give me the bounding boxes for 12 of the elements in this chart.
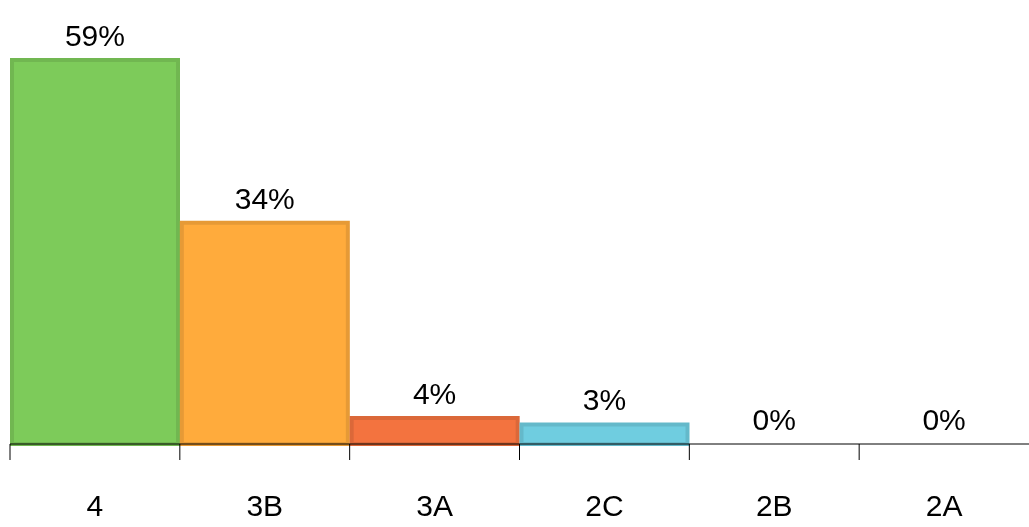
- x-tick-label: 2B: [755, 489, 793, 522]
- data-label: 4%: [412, 376, 457, 410]
- x-tick-label: 2A: [925, 489, 963, 522]
- x-tick-label: 3A: [416, 489, 453, 522]
- data-label: 0%: [752, 403, 796, 436]
- data-label: 0%: [922, 403, 966, 436]
- x-tick-label: 4: [86, 489, 104, 522]
- x-tick-label: 3B: [246, 489, 284, 522]
- data-label: 3%: [582, 383, 627, 417]
- data-label: 59%: [64, 19, 125, 52]
- x-tick-label: 2C: [585, 489, 624, 522]
- data-label: 34%: [234, 181, 295, 215]
